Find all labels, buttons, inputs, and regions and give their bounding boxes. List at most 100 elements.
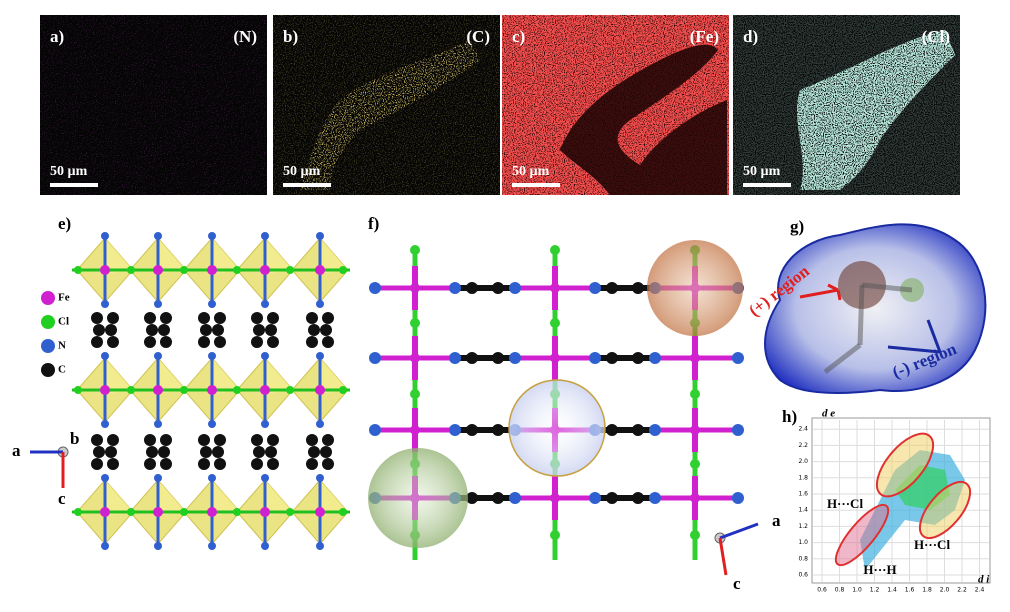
element-label: (Fe) <box>690 27 719 46</box>
tick-label: 1.0 <box>798 539 808 546</box>
atom-cl <box>180 386 188 394</box>
atom-n <box>589 492 601 504</box>
atom-n <box>649 492 661 504</box>
axis-arrow <box>718 537 728 576</box>
atom-fe <box>410 353 420 363</box>
atom-c <box>214 434 226 446</box>
axis-label: c <box>733 574 741 593</box>
atom-n <box>208 232 216 240</box>
fingerprint-plot: h) 0.6 0.6 0.8 0.8 1.0 1.0 1.2 1.2 1.4 1.4 1.6 1.6 1.… <box>782 407 991 594</box>
atom-cl <box>690 530 700 540</box>
atom-cl <box>550 245 560 255</box>
atom-n <box>649 352 661 364</box>
atom-c <box>146 446 158 458</box>
atom-c <box>107 434 119 446</box>
atom-c <box>158 324 170 336</box>
axis-label: d i <box>978 574 990 586</box>
surface-g: g)(+) region(-) region <box>745 217 987 394</box>
atom-c <box>267 312 279 324</box>
atom-c <box>320 446 332 458</box>
atom-c <box>198 458 210 470</box>
atom-n <box>449 352 461 364</box>
atom-cl <box>74 266 82 274</box>
atom-cl <box>550 318 560 328</box>
scale-label: 50 µm <box>743 164 781 179</box>
atom-cl <box>233 508 241 516</box>
atom-cl <box>74 508 82 516</box>
tick-label: 1.4 <box>887 587 897 594</box>
atom-c <box>160 458 172 470</box>
eds-maps: a) (N) 50 µm b) (C) 50 µm c) (Fe) 50 µm d) (Cl) 50 … <box>40 15 960 195</box>
atom-n <box>154 420 162 428</box>
scale-bar <box>50 183 98 187</box>
element-label: (C) <box>466 27 490 46</box>
atom-n <box>261 420 269 428</box>
atom-c <box>91 312 103 324</box>
atom-c <box>320 324 332 336</box>
octahedron-face <box>105 480 133 516</box>
atom-fe <box>100 385 110 395</box>
atom-c <box>212 446 224 458</box>
atom-n <box>316 352 324 360</box>
panel-label: h) <box>782 407 797 426</box>
atom-c <box>214 336 226 348</box>
atom-c <box>606 352 618 364</box>
atom-n <box>316 542 324 550</box>
tick-label: 2.0 <box>798 458 808 465</box>
arrow <box>887 319 942 354</box>
highlight <box>647 240 743 336</box>
atom-n <box>101 542 109 550</box>
bond <box>857 284 865 346</box>
structure-f: f) a c <box>368 214 781 593</box>
octahedron-face <box>265 238 293 274</box>
octahedron-face <box>320 480 348 516</box>
atom-fe <box>207 507 217 517</box>
atom-cl <box>74 386 82 394</box>
atom-n <box>649 424 661 436</box>
atom-c <box>265 324 277 336</box>
atom-c <box>632 492 644 504</box>
tick-label: 1.6 <box>905 587 915 594</box>
atom-cl <box>180 508 188 516</box>
legend-swatch <box>41 339 55 353</box>
atom-c <box>214 312 226 324</box>
element-label: (N) <box>233 27 257 46</box>
atom-c <box>160 312 172 324</box>
atom-c <box>632 424 644 436</box>
octahedron-face <box>320 358 348 394</box>
atom-fe <box>260 265 270 275</box>
atom-c <box>93 446 105 458</box>
atom-c <box>200 446 212 458</box>
atom-n <box>101 300 109 308</box>
atom-c <box>144 312 156 324</box>
atom-c <box>107 458 119 470</box>
atom-c <box>308 324 320 336</box>
atom-n <box>316 232 324 240</box>
atom-n <box>154 542 162 550</box>
atom-c <box>107 336 119 348</box>
atom-n <box>316 420 324 428</box>
atom-c <box>200 324 212 336</box>
legend-swatch <box>41 291 55 305</box>
atom-c <box>93 324 105 336</box>
atom-n <box>208 420 216 428</box>
atom-cl <box>233 266 241 274</box>
panel-label: f) <box>368 214 379 233</box>
atom-cl <box>690 459 700 469</box>
atom-cl <box>339 508 347 516</box>
scale-bar <box>512 183 560 187</box>
atom-c <box>306 312 318 324</box>
atom-cl <box>690 389 700 399</box>
atom-c <box>267 458 279 470</box>
atom-n <box>261 474 269 482</box>
atom-c <box>267 336 279 348</box>
atom-c <box>253 324 265 336</box>
tick-label: 2.2 <box>798 442 808 449</box>
atom-fe <box>690 425 700 435</box>
atom-cl <box>410 318 420 328</box>
atom-c <box>632 282 644 294</box>
atom-n <box>509 282 521 294</box>
atom-c <box>214 458 226 470</box>
panel-label: a) <box>50 27 64 46</box>
